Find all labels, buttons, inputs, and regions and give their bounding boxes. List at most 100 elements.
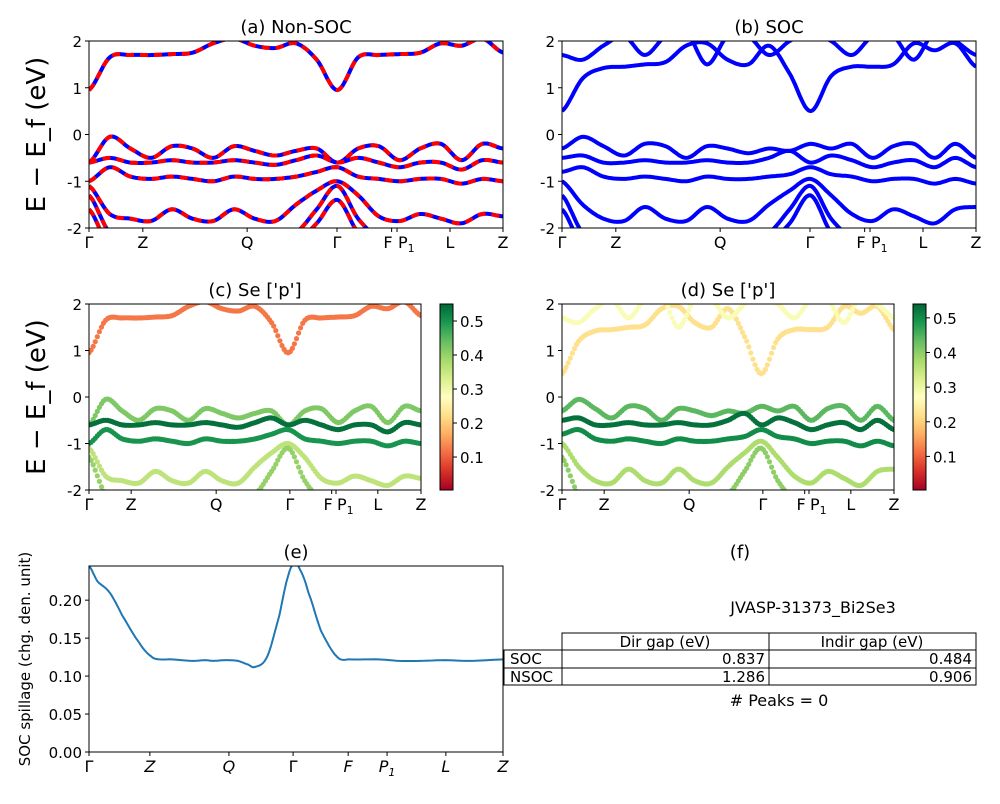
panel-title: (e) [283,542,308,563]
band-point [182,497,187,502]
y-tick-label: -2 [67,482,82,500]
band-point [877,497,882,502]
band-point [186,497,191,502]
band-point [174,497,179,502]
band-point [746,461,752,467]
band-point [746,344,752,350]
band-point [651,291,656,296]
band-point [663,497,668,502]
band-point [645,497,650,502]
band-point [410,497,415,502]
band-point [683,312,690,318]
band-point [620,497,625,502]
band-point [723,494,728,499]
x-tick-label: Γ [85,495,94,514]
band-point [744,465,750,471]
band-point [396,497,401,502]
band-point [244,496,249,501]
band-point [829,497,834,502]
band-point [674,497,679,502]
band-point [569,350,576,356]
band-point [808,297,813,302]
band-point [864,293,869,298]
band-point [240,496,245,501]
table-subtitle: JVASP-31373_Bi2Se3 [729,598,896,618]
band-point [831,306,837,312]
band-line [562,148,976,170]
band-point [356,497,361,502]
band-point [769,464,775,470]
band-point [769,350,775,356]
band-point [869,497,874,502]
band-point [360,497,365,502]
band-point [605,297,610,302]
band-point [649,497,654,502]
y-tick-label: 0 [545,389,555,407]
band-point [169,497,174,502]
band-point [291,454,297,460]
y-tick-label: 0.00 [49,744,82,762]
band-point [167,497,172,502]
band-point [609,297,614,302]
band-point [661,295,666,300]
band-point [165,497,170,502]
band-point [611,497,616,502]
band-point [665,304,671,310]
band-point [624,497,629,502]
y-tick-label: 1 [545,80,555,98]
band-point [864,497,869,502]
panel-f: (f) JVASP-31373_Bi2Se3 Dir gap (eV) Indi… [503,542,977,710]
band-point [118,497,123,502]
colorbar-tick-label: 0.1 [460,449,484,467]
y-tick-label: 0.10 [49,668,82,686]
band-point [291,341,297,347]
band-point [94,459,100,465]
subscript: 1 [408,242,415,255]
band-point [771,469,777,475]
band-point [811,296,816,301]
band-point [194,497,199,502]
band-point [615,497,620,502]
band-point [178,497,183,502]
colorbar-tick-label: 0.4 [460,347,484,365]
band-point [92,339,98,345]
band-point [659,292,664,297]
band-point [679,321,686,327]
band-point [869,296,874,301]
colorbar-tick-label: 0.3 [460,381,484,399]
y-tick-label: 2 [545,33,555,51]
colorbar-tick-label: 0.1 [933,448,957,466]
band-point [352,497,357,502]
band-point [242,496,247,501]
band-point [151,497,156,502]
gap-table: Dir gap (eV) Indir gap (eV) SOC 0.837 0.… [503,632,977,686]
band-line-dashed [89,134,503,165]
band-point [203,497,208,502]
band-point [817,294,822,299]
x-tick-label: F [323,495,332,514]
y-tick-label: 0 [72,389,82,407]
table-cell-nsoc-indir: 0.906 [929,668,972,686]
band-point [742,334,748,340]
band-point [655,290,660,295]
band-point [109,496,114,501]
band-point [669,315,675,321]
band-point [232,497,237,502]
y-tick-label: 0 [545,127,555,145]
band-point [891,466,894,472]
band-point [881,497,886,502]
band-point [771,344,777,351]
band-point [764,454,771,460]
x-tick-label: L [919,233,928,252]
band-point [688,304,694,309]
band-point [686,307,692,313]
band-point [667,497,672,502]
band-point [858,497,863,502]
band-point [647,497,652,502]
band-point [574,488,579,490]
band-point [571,484,578,490]
band-point [671,497,676,502]
colorbar [439,303,454,491]
x-tick-label: Z [416,495,427,514]
plot-area [562,290,894,502]
